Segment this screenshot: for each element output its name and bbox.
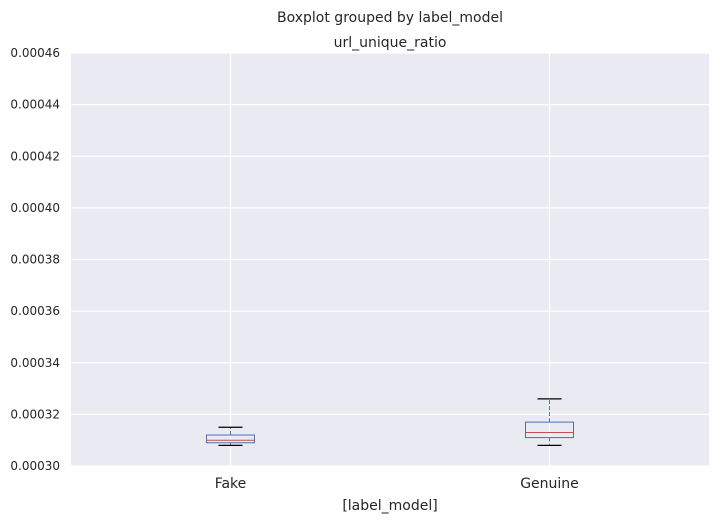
boxes	[206, 398, 574, 446]
y-tick-label: 0.00044	[10, 98, 60, 112]
y-tick-label: 0.00040	[10, 201, 60, 215]
iqr-box	[525, 421, 574, 439]
y-tick-label: 0.00034	[10, 356, 60, 370]
y-tick-label: 0.00046	[10, 46, 60, 60]
x-tick-label: Genuine	[520, 476, 579, 492]
box-genuine	[525, 398, 574, 446]
x-axis-label: [label_model]	[342, 498, 437, 514]
iqr-box	[206, 434, 255, 444]
chart-suptitle: Boxplot grouped by label_model	[277, 10, 503, 26]
y-tick-label: 0.00038	[10, 253, 60, 267]
y-tick-label: 0.00042	[10, 149, 60, 163]
y-tick-label: 0.00030	[10, 459, 60, 473]
box-fake	[206, 426, 255, 446]
x-tick-labels: Fake Genuine	[215, 476, 579, 492]
y-tick-labels: 0.00030 0.00032 0.00034 0.00036 0.00038 0.000…	[10, 46, 60, 473]
grid-lines	[71, 52, 709, 467]
x-tick-label: Fake	[215, 476, 247, 492]
y-tick-label: 0.00032	[10, 407, 60, 421]
chart-title: url_unique_ratio	[334, 35, 447, 51]
y-tick-label: 0.00036	[10, 304, 60, 318]
